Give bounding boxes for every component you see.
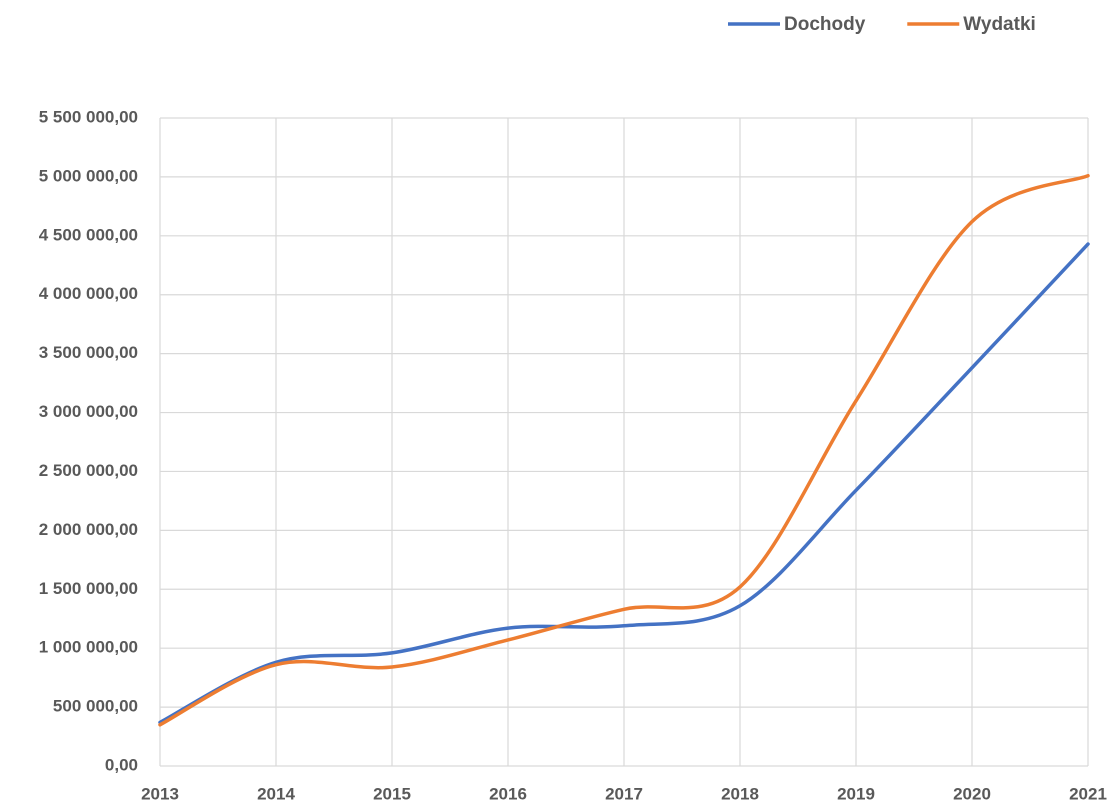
- y-tick-label: 2 500 000,00: [39, 461, 138, 480]
- y-tick-label: 0,00: [105, 755, 138, 774]
- y-tick-label: 3 000 000,00: [39, 402, 138, 421]
- x-tick-label: 2021: [1069, 784, 1107, 803]
- x-tick-label: 2015: [373, 784, 411, 803]
- y-tick-label: 5 500 000,00: [39, 107, 138, 126]
- legend-label: Wydatki: [963, 14, 1036, 35]
- x-tick-label: 2017: [605, 784, 643, 803]
- y-tick-label: 1 500 000,00: [39, 579, 138, 598]
- x-tick-label: 2014: [257, 784, 295, 803]
- y-tick-label: 4 500 000,00: [39, 225, 138, 244]
- legend-label: Dochody: [784, 14, 866, 35]
- y-tick-label: 3 500 000,00: [39, 343, 138, 362]
- x-tick-label: 2016: [489, 784, 527, 803]
- x-tick-label: 2020: [953, 784, 991, 803]
- y-tick-label: 5 000 000,00: [39, 166, 138, 185]
- series-line: [158, 242, 1090, 725]
- series-line: [158, 173, 1090, 727]
- y-tick-label: 1 000 000,00: [39, 638, 138, 657]
- y-tick-label: 500 000,00: [53, 697, 138, 716]
- y-tick-label: 2 000 000,00: [39, 520, 138, 539]
- x-tick-label: 2019: [837, 784, 875, 803]
- y-tick-label: 4 000 000,00: [39, 284, 138, 303]
- x-tick-label: 2018: [721, 784, 759, 803]
- x-tick-label: 2013: [141, 784, 179, 803]
